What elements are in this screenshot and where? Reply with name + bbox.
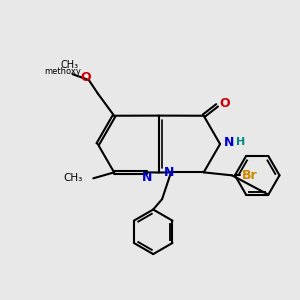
Text: O: O (220, 98, 230, 110)
Text: N: N (224, 136, 234, 149)
Text: N: N (164, 167, 175, 179)
Text: CH₃: CH₃ (64, 173, 83, 183)
Text: methoxy: methoxy (45, 67, 81, 76)
Text: O: O (80, 70, 91, 84)
Text: N: N (142, 171, 152, 184)
Text: H: H (236, 137, 245, 147)
Text: Br: Br (242, 169, 257, 182)
Text: CH₃: CH₃ (61, 60, 79, 70)
